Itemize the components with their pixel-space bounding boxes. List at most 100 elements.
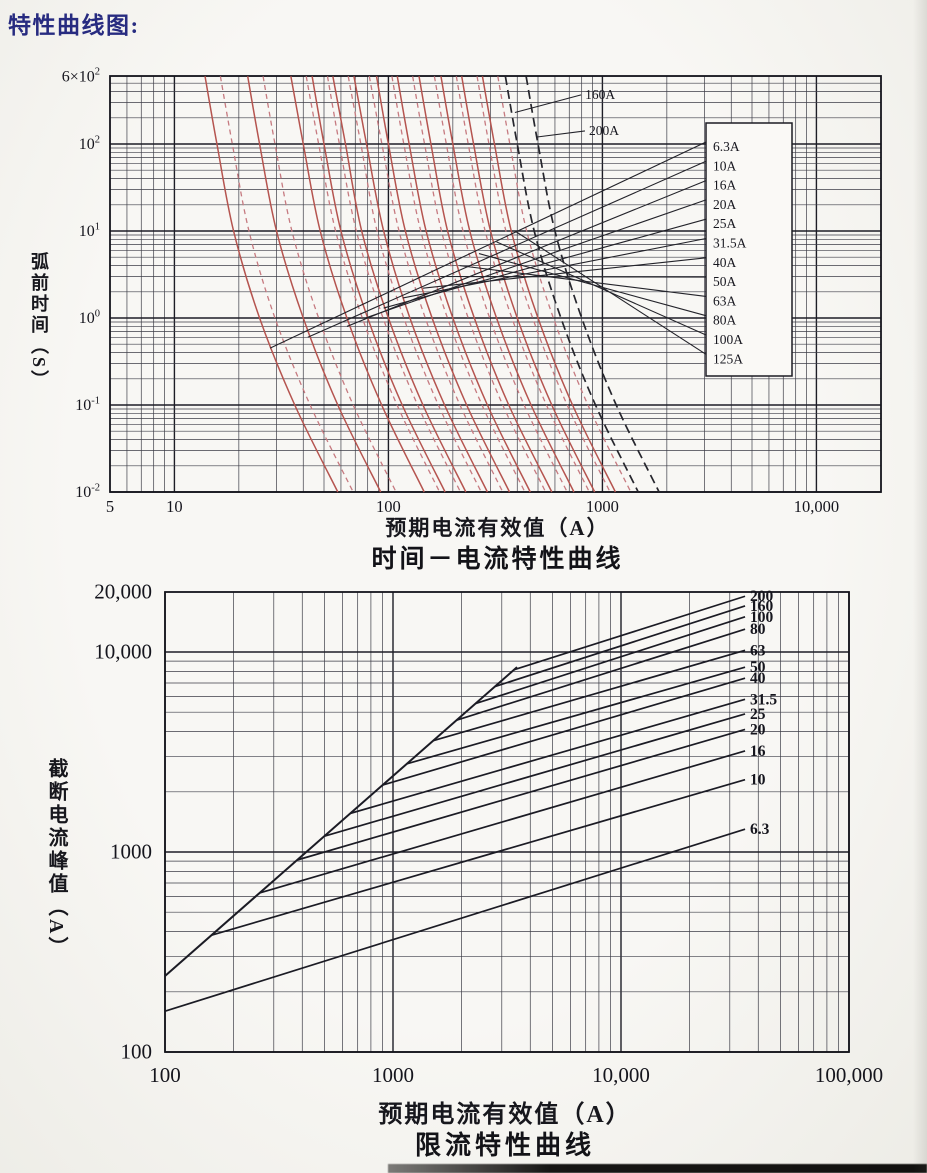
tick-label: 100 — [149, 1063, 181, 1087]
rating-label: 31.5 — [750, 691, 777, 708]
scan-shadow-right — [913, 0, 927, 1173]
top-chart-series — [204, 76, 660, 493]
legend-label: 50A — [713, 274, 737, 289]
tick-label: 100 — [376, 497, 401, 516]
legend-label: 20A — [713, 197, 737, 212]
rating-label: 10 — [750, 772, 766, 789]
tick-label: 10,000 — [794, 497, 839, 516]
float-leader-line — [536, 130, 586, 138]
tick-label: 1000 — [586, 497, 619, 516]
rating-label: 20 — [750, 721, 766, 738]
cutoff-line — [456, 628, 746, 722]
melting-curve-dashed — [504, 76, 639, 493]
tick-label: 10-2 — [75, 482, 100, 501]
clearing-curve — [497, 76, 632, 493]
float-leader-line — [514, 94, 582, 114]
rating-label: 50 — [750, 659, 766, 676]
bottom-chart-x-axis-label: 预期电流有效值（A） — [378, 1102, 632, 1128]
legend-label: 40A — [713, 255, 737, 270]
legend-box — [705, 122, 793, 377]
rating-label: 80 — [750, 621, 766, 638]
rating-label: 100 — [750, 609, 774, 626]
tick-label: 100,000 — [815, 1063, 883, 1087]
legend-label: 25A — [713, 216, 737, 231]
bottom-chart-y-axis-label: 截断电流峰值（A） — [45, 758, 67, 960]
page-title: 特性曲线图: — [8, 13, 140, 38]
rating-label: 63 — [750, 642, 766, 659]
tick-label: 10,000 — [592, 1063, 650, 1087]
rating-label: 16 — [750, 743, 766, 760]
clearing-curve — [391, 76, 526, 493]
tick-label: 10-1 — [75, 395, 100, 414]
legend-leader-line — [459, 265, 707, 297]
legend-label: 10A — [713, 158, 737, 173]
cutoff-line — [406, 666, 746, 765]
top-chart-x-axis-label: 预期电流有效值（A） — [385, 516, 610, 540]
cutoff-line — [494, 605, 746, 688]
cutoff-line — [382, 677, 746, 786]
rating-label: 25 — [750, 706, 766, 723]
rating-label: 160 — [750, 598, 774, 615]
clearing-curve — [219, 76, 354, 493]
melting-curve — [311, 76, 446, 493]
melting-curve — [440, 76, 575, 493]
clearing-curve — [476, 76, 611, 493]
tick-label: 100 — [121, 1040, 153, 1064]
bottom-chart-grid — [164, 591, 850, 1053]
legend-leader-line — [440, 275, 707, 278]
cutoff-line — [164, 666, 518, 977]
tick-label: 1000 — [372, 1063, 414, 1087]
melting-curve — [290, 76, 425, 493]
rating-label: 6.3 — [750, 821, 770, 838]
tick-label: 101 — [79, 221, 100, 240]
tick-label: 10,000 — [94, 640, 152, 664]
tick-label: 102 — [79, 134, 100, 153]
legend-leader-line — [496, 241, 707, 336]
legend-label: 31.5A — [713, 236, 747, 251]
top-chart-legend: 6.3A 10A 16A 20A 25A 31.5A 40A 50A 63A 80A 100A 125… — [269, 87, 793, 377]
rating-label: 40 — [750, 670, 766, 687]
cutoff-line — [259, 750, 746, 894]
tick-label: 5 — [106, 497, 114, 516]
top-chart-title: 时间－电流特性曲线 — [371, 546, 624, 573]
melting-curve — [332, 76, 467, 493]
top-chart-y-axis-label: 弧前时间（S） — [29, 252, 49, 392]
clearing-curve — [326, 76, 462, 493]
melting-curve — [246, 76, 382, 493]
melting-curve — [481, 76, 617, 493]
cutoff-line — [296, 728, 746, 861]
cutoff-line — [475, 615, 746, 705]
legend-leader-line — [346, 180, 707, 327]
melting-curve — [204, 76, 339, 493]
tick-label: 20,000 — [94, 580, 152, 604]
cutoff-line — [513, 595, 746, 671]
legend-label: 125A — [713, 351, 743, 366]
bottom-chart-title: 限流特性曲线 — [414, 1131, 595, 1160]
melting-curve — [460, 76, 596, 493]
clearing-curve — [433, 76, 568, 493]
cutoff-line — [350, 698, 746, 815]
curve-float-label: 200A — [589, 123, 619, 138]
legend-label: 80A — [713, 313, 737, 328]
legend-leader-line — [514, 230, 707, 355]
melting-curve-dashed — [525, 76, 660, 493]
cutoff-line — [432, 649, 746, 742]
legend-label: 63A — [713, 293, 737, 308]
top-chart-ticks: 5 10 100 1000 10,000 6×102 102 101 100 10-1 10-2 — [62, 67, 839, 516]
tick-label: 1000 — [110, 840, 152, 864]
clearing-curve — [305, 76, 441, 493]
legend-leader-line — [307, 160, 707, 338]
clearing-curve — [262, 76, 397, 493]
legend-leader-line — [269, 141, 707, 349]
melting-curve — [418, 76, 553, 493]
legend-label: 16A — [713, 178, 737, 193]
clearing-curve — [368, 76, 504, 493]
cutoff-line — [211, 778, 746, 936]
bottom-chart-ticks: 100 1000 10,000 100,000 20,000 10,000 1000 100 — [94, 580, 883, 1087]
legend-leader-line — [422, 257, 707, 289]
legend-label: 100A — [713, 332, 743, 347]
curve-float-label: 160A — [585, 87, 615, 102]
